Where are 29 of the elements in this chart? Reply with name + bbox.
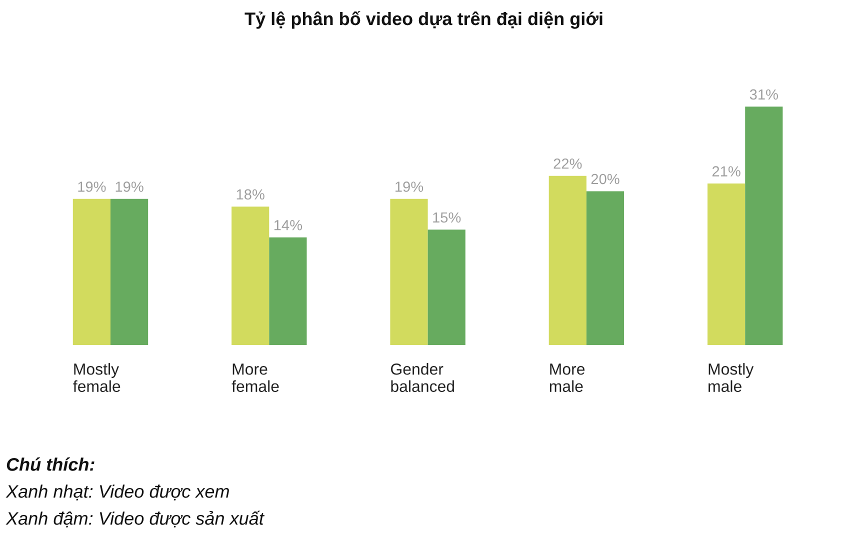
data-label: 19%: [78, 182, 106, 192]
text: Chú thích:: [6, 457, 94, 471]
data-label: 14%: [274, 220, 302, 230]
bar: [586, 191, 624, 345]
chart-title: Tỷ lệ phân bố video dựa trên đại diện giới: [244, 11, 602, 29]
data-label: 21%: [712, 166, 740, 176]
x-tick-label: Mostly male: [708, 363, 754, 392]
bar: [745, 106, 783, 345]
text: Xanh nhạt: Video được xem: [6, 484, 229, 500]
data-label: 20%: [591, 174, 620, 184]
data-label: 19%: [116, 182, 144, 192]
x-tick-label: Gender balanced: [391, 363, 454, 392]
x-tick-label: More male: [550, 364, 585, 392]
text: Xanh đậm: Video được sản xuất: [6, 510, 265, 528]
bar: [269, 237, 307, 345]
data-label: 31%: [750, 89, 778, 100]
bar: [110, 198, 148, 345]
bar: [232, 206, 270, 345]
bar: [708, 184, 746, 345]
data-label: 19%: [396, 182, 424, 192]
x-tick-label: More female: [232, 364, 279, 392]
bar: [548, 176, 586, 345]
x-tick-label: Mostly female: [73, 363, 120, 392]
data-label: 15%: [433, 212, 461, 223]
bar: [390, 198, 428, 345]
bar: [72, 198, 110, 345]
data-label: 18%: [236, 189, 264, 200]
bar: [428, 230, 466, 345]
data-label: 22%: [554, 158, 582, 169]
